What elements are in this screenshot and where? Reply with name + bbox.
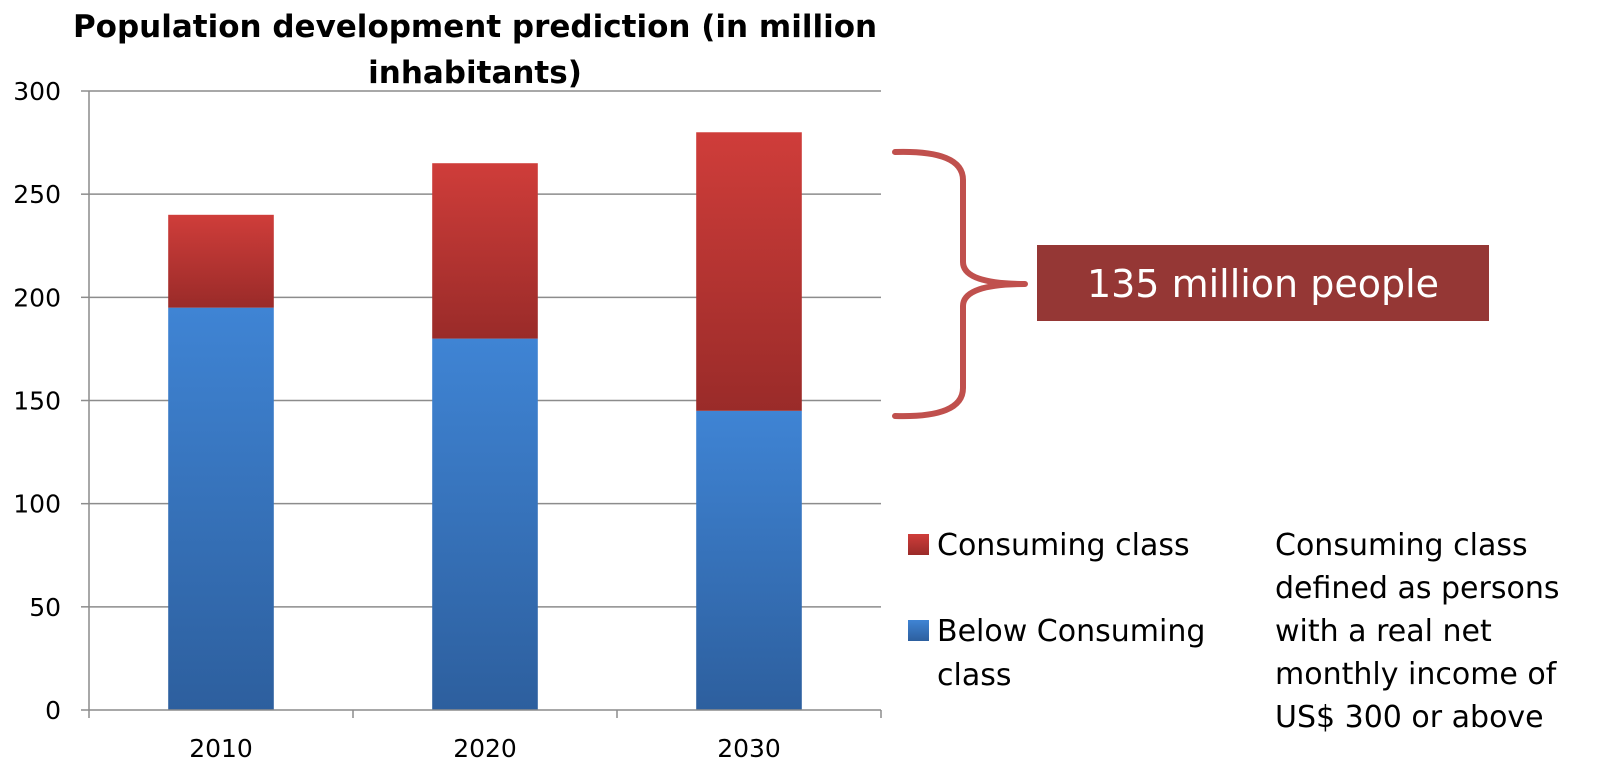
callout-box — [1037, 245, 1489, 321]
legend-label: Consuming class — [937, 528, 1190, 563]
definition-note: Consuming class defined as persons with … — [1275, 528, 1559, 735]
note-line-4: monthly income of — [1275, 657, 1558, 692]
note-line-2: defined as persons — [1275, 571, 1559, 606]
x-tick-label: 2020 — [453, 734, 517, 763]
y-tick-label: 300 — [13, 77, 61, 106]
legend-label: Below Consuming — [937, 614, 1205, 649]
legend-label: class — [937, 658, 1011, 693]
y-tick-label: 250 — [13, 180, 61, 209]
y-tick-label: 150 — [13, 387, 61, 416]
bar-segment-consuming-2020 — [432, 163, 538, 339]
y-tick-label: 100 — [13, 490, 61, 519]
note-line-5: US$ 300 or above — [1275, 700, 1544, 735]
y-tick-label: 50 — [29, 593, 61, 622]
chart-title-line-1: Population development prediction (in mi… — [73, 9, 877, 45]
chart-title-line-2: inhabitants) — [368, 55, 582, 91]
y-tick-label: 200 — [13, 283, 61, 312]
callout-text: 135 million people — [1087, 262, 1439, 306]
bar-segment-below-consuming-2010 — [168, 307, 274, 710]
note-line-1: Consuming class — [1275, 528, 1528, 563]
bar-segment-below-consuming-2030 — [696, 410, 802, 710]
y-tick-label: 0 — [45, 696, 61, 725]
bars — [168, 132, 802, 710]
axes: 0 50 100 150 200 250 300 2010 2020 2030 — [13, 77, 882, 763]
legend-swatch — [908, 534, 929, 555]
brace-shape — [892, 148, 1028, 420]
bar-segment-below-consuming-2020 — [432, 338, 538, 710]
legend: Consuming class Below Consuming class — [908, 528, 1205, 693]
x-tick-label: 2010 — [189, 734, 253, 763]
x-tick-label: 2030 — [717, 734, 781, 763]
note-line-3: with a real net — [1275, 614, 1492, 649]
bar-segment-consuming-2010 — [168, 214, 274, 308]
bar-segment-consuming-2030 — [696, 132, 802, 411]
legend-swatch — [908, 620, 929, 641]
